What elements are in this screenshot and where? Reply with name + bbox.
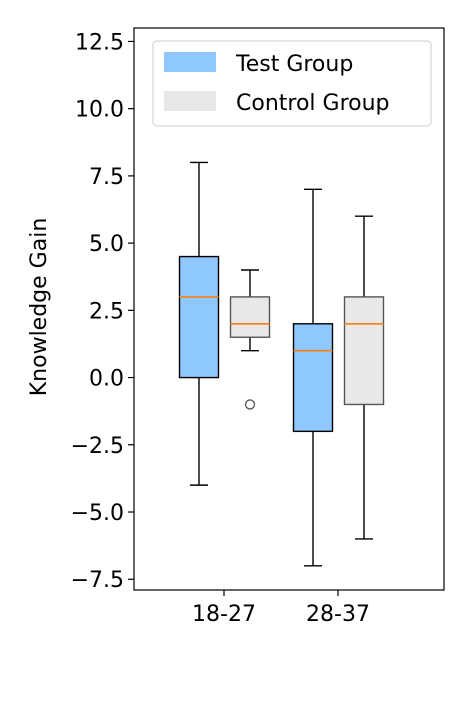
y-tick-label: −7.5: [71, 568, 124, 593]
x-tick-label: 28-37: [306, 602, 370, 627]
box-body: [229, 296, 271, 338]
x-axis: 18-27 28-37: [192, 590, 370, 627]
legend-patch-test-group: [164, 52, 216, 72]
legend: Test Group Control Group: [152, 40, 432, 127]
box-body: [343, 296, 385, 406]
legend-label-test-group: Test Group: [235, 52, 353, 77]
y-tick-label: −2.5: [71, 434, 124, 459]
x-tick-label: 18-27: [192, 602, 256, 627]
y-axis-label: Knowledge Gain: [27, 218, 52, 397]
outlier-point: [244, 399, 256, 410]
y-tick-label: 5.0: [89, 232, 124, 257]
axes-frame: [133, 27, 445, 591]
y-tick-label: 10.0: [75, 98, 124, 123]
legend-frame: [152, 40, 432, 127]
legend-patch-control-group: [164, 91, 216, 111]
y-tick-label: −5.0: [71, 501, 124, 526]
box-body: [178, 255, 220, 379]
box-test-group-18-27: [178, 161, 220, 486]
y-tick-label: 0.0: [89, 367, 124, 392]
box-control-group-18-27: [229, 269, 271, 410]
y-tick-label: 7.5: [89, 165, 124, 190]
box-body: [292, 323, 334, 433]
box-test-group-28-37: [292, 188, 334, 567]
y-tick-label: 12.5: [75, 30, 124, 55]
y-axis: −7.5 −5.0 −2.5 0.0 2.5 5.0 7.5 10.0 12.5: [71, 30, 134, 593]
plot-area: [133, 27, 445, 591]
legend-label-control-group: Control Group: [236, 91, 390, 116]
y-tick-label: 2.5: [89, 299, 124, 324]
box-control-group-28-37: [343, 215, 385, 540]
